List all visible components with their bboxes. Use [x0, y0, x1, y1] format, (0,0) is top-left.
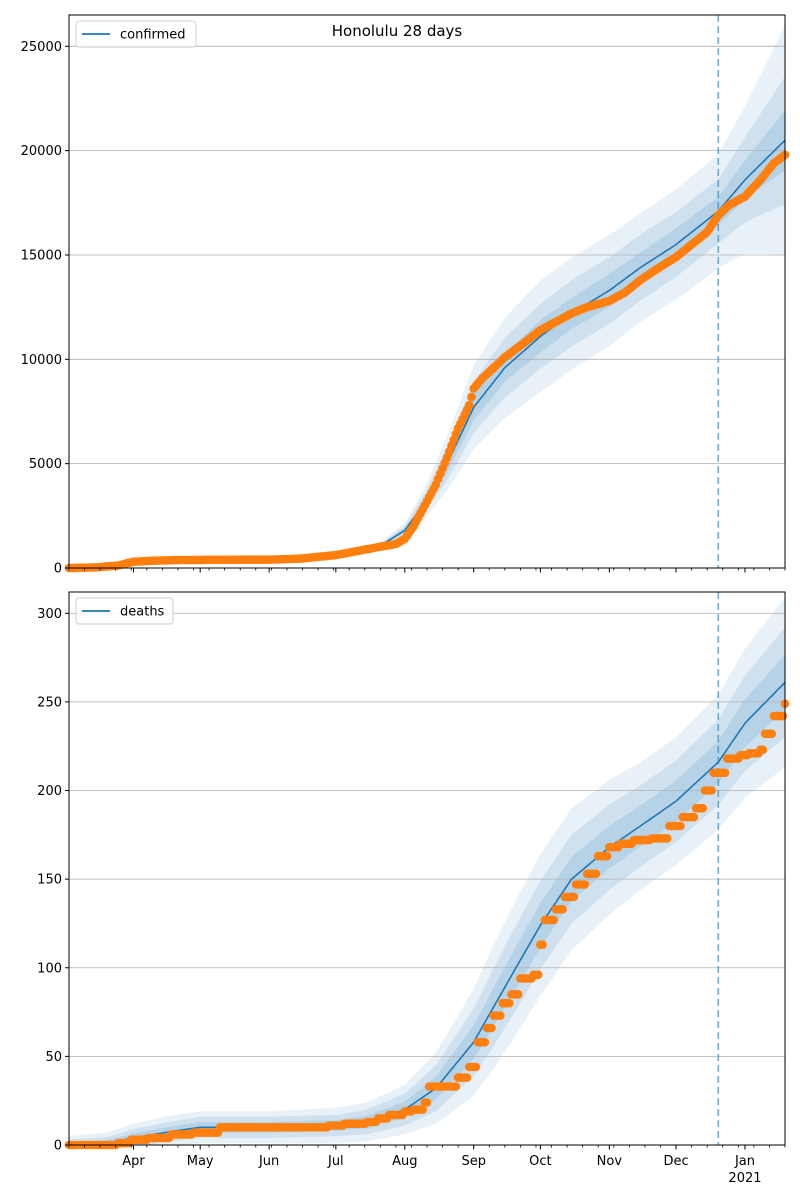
x-tick-label: Aug: [392, 1154, 417, 1169]
confirmed-legend: confirmed: [75, 20, 197, 48]
deaths-x-ticks: Apr May Jun Jul Aug Sep Oct Nov Dec Jan 2021: [68, 1145, 786, 1186]
x-tick-label: Apr: [122, 1154, 145, 1169]
deaths-model-line: [69, 681, 785, 1145]
observed-point: [538, 940, 547, 949]
observed-point: [758, 745, 768, 754]
observed-point: [462, 1073, 472, 1082]
observed-point: [464, 400, 474, 410]
observed-point: [558, 905, 567, 914]
chart-title: Honolulu 28 days: [332, 22, 463, 40]
observed-point: [487, 1023, 496, 1033]
x-tick-label: Jan: [734, 1154, 755, 1169]
y-tick-label: 10000: [21, 353, 62, 368]
y-tick-label: 15000: [21, 248, 62, 263]
observed-point: [480, 1037, 490, 1047]
deaths-legend: deaths: [75, 597, 174, 625]
y-tick-label: 5000: [29, 457, 62, 472]
confirmed-y-ticks: 0 5000 10000 15000 20000 25000: [21, 40, 69, 577]
observed-point: [513, 990, 523, 999]
y-tick-label: 50: [45, 1050, 62, 1065]
deaths-uncertainty-bands: [69, 597, 785, 1145]
observed-point: [467, 392, 476, 402]
observed-point: [689, 812, 699, 822]
confirmed-x-ticks: [68, 568, 786, 573]
x-year-label: 2021: [728, 1171, 761, 1186]
observed-point: [580, 880, 590, 889]
observed-point: [602, 851, 612, 861]
observed-point: [767, 729, 776, 739]
x-tick-label: Jun: [258, 1154, 279, 1169]
observed-point: [676, 821, 685, 831]
observed-point: [533, 970, 543, 980]
observed-point: [569, 892, 579, 902]
observed-point: [720, 768, 730, 778]
y-tick-label: 250: [37, 695, 62, 710]
observed-point: [591, 869, 601, 879]
observed-point: [662, 834, 672, 843]
y-tick-label: 300: [37, 607, 62, 622]
x-tick-label: Oct: [529, 1154, 551, 1169]
observed-point: [549, 915, 558, 925]
y-tick-label: 25000: [21, 40, 62, 55]
model-line: [69, 681, 785, 1145]
observed-point: [505, 998, 514, 1008]
y-tick-label: 100: [37, 961, 62, 976]
x-tick-label: May: [187, 1154, 214, 1169]
observed-point: [496, 1011, 505, 1020]
y-tick-label: 20000: [21, 144, 62, 159]
x-tick-label: Nov: [597, 1154, 623, 1169]
uncertainty-band-1: [69, 24, 785, 568]
deaths-legend-label: deaths: [120, 605, 165, 620]
deaths-panel: 0 50 100 150 200 250 300 Apr May Jun Jul Aug Sep Oct…: [37, 591, 790, 1186]
observed-point: [778, 711, 788, 721]
observed-point: [422, 1098, 432, 1107]
x-tick-label: Dec: [663, 1154, 688, 1169]
uncertainty-band-1: [69, 597, 785, 1145]
x-tick-label: Sep: [461, 1154, 486, 1169]
confirmed-uncertainty-bands: [69, 24, 785, 568]
observed-point: [418, 1105, 427, 1114]
observed-point: [707, 786, 716, 795]
y-tick-label: 200: [37, 784, 62, 799]
y-tick-label: 150: [37, 873, 62, 888]
observed-point: [698, 803, 707, 813]
y-tick-label: 0: [54, 1139, 62, 1154]
deaths-y-ticks: 0 50 100 150 200 250 300: [37, 607, 69, 1154]
deaths-observed-points: [64, 699, 790, 1150]
observed-point: [471, 1062, 481, 1072]
confirmed-legend-label: confirmed: [120, 28, 186, 43]
observed-point: [451, 1082, 461, 1091]
x-tick-label: Jul: [327, 1154, 344, 1169]
confirmed-panel: 0 5000 10000 15000 20000 25000 confirmed Hono…: [21, 14, 790, 577]
y-tick-label: 0: [54, 562, 62, 577]
